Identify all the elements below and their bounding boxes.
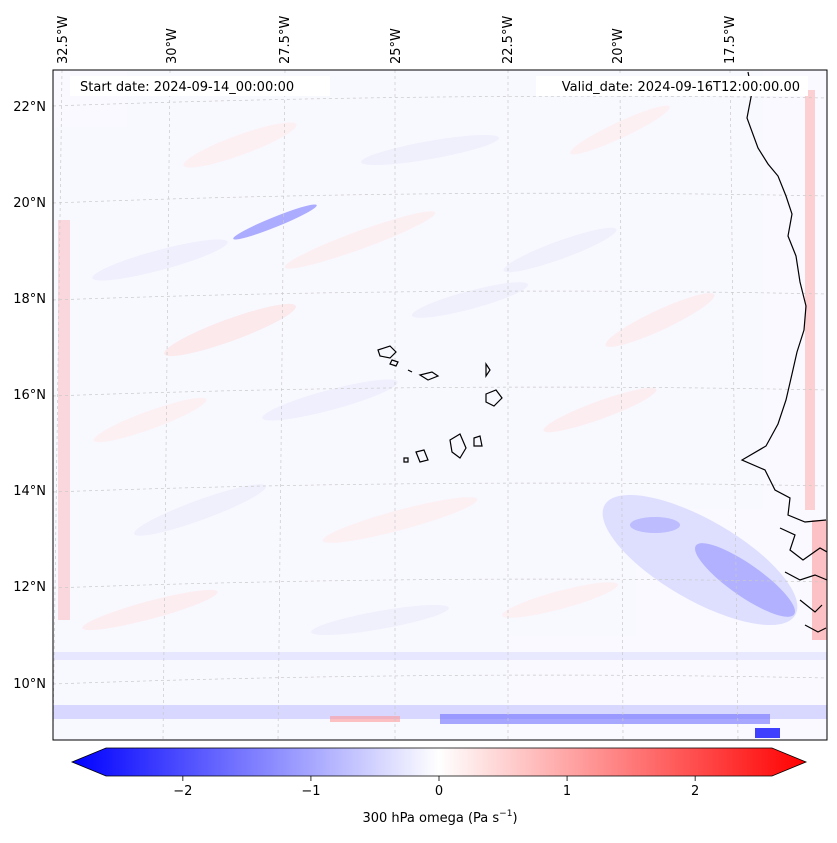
santiago-island [449, 433, 467, 459]
colorbar: −2 −1 0 1 2 300 hPa omega (Pa s−1) [70, 747, 808, 826]
santo-antao-island [377, 345, 397, 359]
colorbar-tick-label: −1 [301, 784, 320, 799]
colorbar-label-superscript: −1 [499, 809, 512, 819]
guinea-bissau-coastline [784, 571, 827, 633]
maio-island [473, 435, 483, 447]
lat-label: 20°N [13, 196, 46, 211]
lat-label: 22°N [13, 100, 46, 115]
fogo-island [415, 449, 429, 463]
graticule [53, 70, 827, 740]
start-date-label: Start date: 2024-09-14_00:00:00 [80, 80, 294, 95]
lat-label: 14°N [13, 484, 46, 499]
lon-label: 32.5°W [56, 16, 71, 64]
santa-luzia-island [407, 369, 413, 373]
colorbar-tick-label: 0 [435, 784, 443, 799]
lon-label: 17.5°W [723, 16, 738, 64]
sao-nicolau-island [418, 371, 440, 381]
valid-date-label: Valid_date: 2024-09-16T12:00:00.00 [562, 80, 800, 95]
start-date-box [70, 76, 330, 96]
colorbar-label: 300 hPa omega (Pa s−1) [362, 809, 517, 826]
sal-island [485, 362, 491, 378]
boa-vista-island [485, 389, 503, 407]
lat-label: 10°N [13, 677, 46, 692]
coastlines [377, 71, 827, 633]
brava-island [403, 457, 409, 463]
lon-label: 25°W [389, 28, 404, 64]
gambia-coastline [779, 527, 827, 561]
lat-label: 12°N [13, 580, 46, 595]
lon-label: 22.5°W [501, 16, 516, 64]
valid-date-box [536, 76, 808, 96]
colorbar-label-main: 300 hPa omega (Pa s [362, 811, 499, 826]
sao-vicente-island [389, 359, 399, 367]
lon-label: 30°W [165, 28, 180, 64]
colorbar-tick-label: −2 [173, 784, 192, 799]
lat-label: 16°N [13, 388, 46, 403]
lon-label: 20°W [611, 28, 626, 64]
africa-coastline [740, 71, 827, 523]
colorbar-tick-label: 2 [691, 784, 699, 799]
lon-label: 27.5°W [278, 16, 293, 64]
omega-field [53, 70, 827, 740]
map-frame [52, 69, 828, 741]
colorbar-tick-label: 1 [563, 784, 571, 799]
colorbar-label-end: ) [512, 811, 517, 826]
colorbar-gradient [70, 747, 808, 777]
lat-label: 18°N [13, 292, 46, 307]
